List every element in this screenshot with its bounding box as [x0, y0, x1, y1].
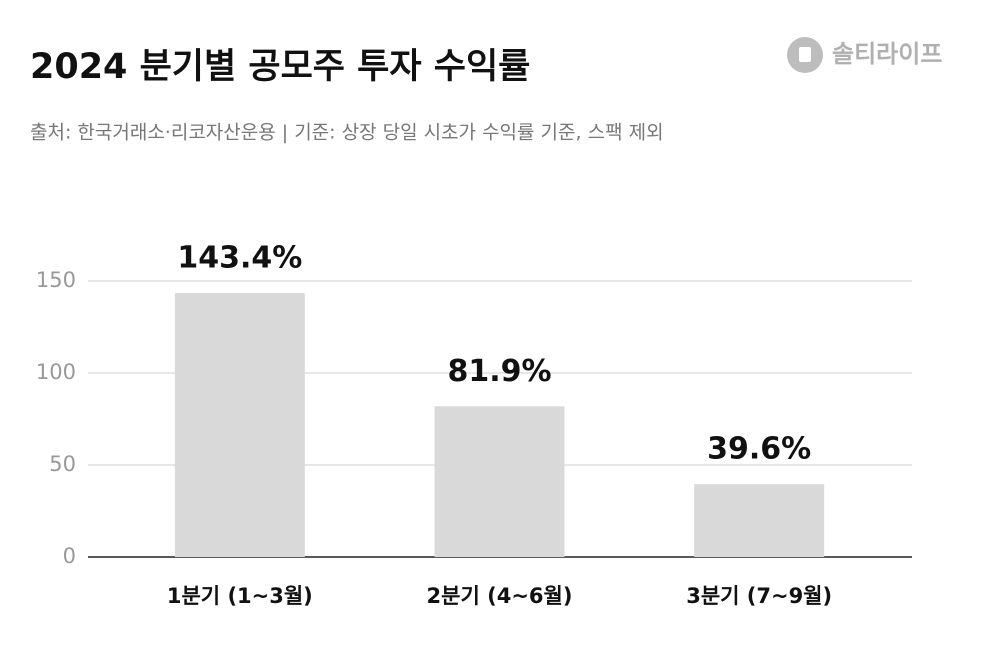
- y-tick-label: 0: [63, 544, 76, 568]
- y-tick-label: 100: [36, 360, 76, 384]
- y-tick-label: 50: [49, 452, 76, 476]
- bar: [434, 406, 565, 557]
- y-tick-label: 150: [36, 268, 76, 292]
- bar: [174, 293, 305, 557]
- value-label: 81.9%: [447, 354, 551, 389]
- chart-subtitle: 출처: 한국거래소·리코자산운용 | 기준: 상장 당일 시초가 수익률 기준,…: [30, 122, 664, 144]
- x-tick-label: 3분기 (7~9월): [686, 584, 832, 608]
- brand-logo: 솔티라이프: [787, 37, 942, 73]
- brand-icon-shape: [799, 47, 811, 62]
- x-tick-label: 1분기 (1~3월): [167, 584, 313, 608]
- value-label: 39.6%: [707, 432, 811, 467]
- value-label: 143.4%: [177, 241, 302, 276]
- x-tick-label: 2분기 (4~6월): [427, 584, 573, 608]
- chart-title: 2024 분기별 공모주 투자 수익률: [30, 47, 530, 87]
- bar: [694, 484, 825, 557]
- brand-name: 솔티라이프: [832, 40, 942, 68]
